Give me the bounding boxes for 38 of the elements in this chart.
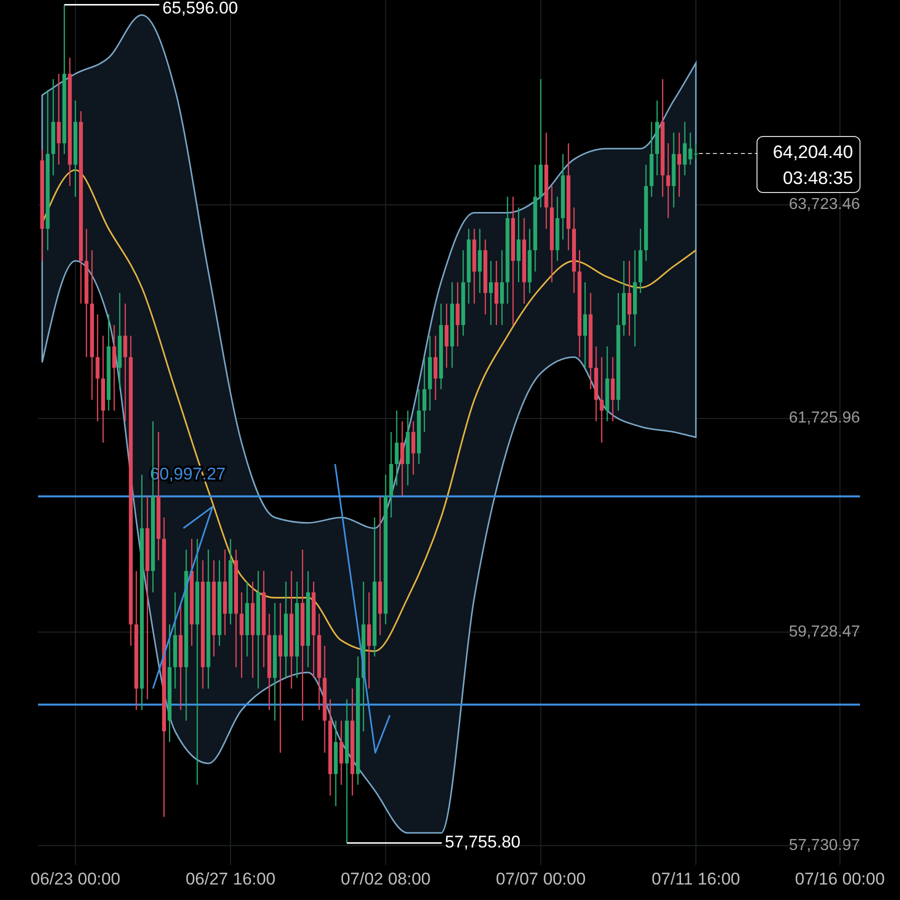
candlestick: [456, 282, 460, 348]
candlestick: [494, 260, 498, 326]
candlestick: [500, 250, 504, 326]
x-tick-label: 07/07 00:00: [496, 869, 586, 888]
candlestick: [627, 260, 632, 336]
x-tick-label: 06/27 16:00: [186, 869, 276, 888]
candlestick: [339, 720, 344, 786]
candlestick: [394, 410, 399, 486]
candlestick: [444, 303, 449, 368]
candlestick: [422, 356, 426, 433]
candlestick: [112, 324, 116, 412]
candlestick: [516, 206, 521, 283]
candlestick: [583, 282, 588, 368]
candlestick: [478, 228, 482, 294]
annotation: 65,596.00: [162, 0, 238, 18]
annotation: 57,755.80: [444, 832, 520, 852]
y-tick-label: 61,725.96: [788, 410, 860, 427]
candlestick: [123, 303, 128, 422]
candlestick: [96, 314, 100, 422]
candlestick: [56, 73, 61, 166]
y-tick-label: 57,730.97: [788, 836, 860, 854]
candlestick: [666, 142, 670, 219]
x-tick-label: 07/16 00:00: [795, 869, 885, 888]
x-tick-label: 06/23 00:00: [30, 869, 120, 888]
annotation: 03:48:35: [782, 168, 853, 188]
y-tick-label: 63,723.46: [788, 196, 860, 214]
candlestick: [240, 592, 244, 678]
x-tick-label: 07/02 08:00: [340, 869, 431, 888]
candlestick: [400, 420, 404, 497]
candlestick: [434, 335, 438, 400]
ref-line-label: 64,204.40: [772, 142, 853, 162]
y-tick-label: 59,728.47: [788, 623, 860, 640]
x-tick-label: 07/11 16:00: [652, 869, 740, 888]
candlestick: [367, 592, 371, 690]
candlestick: [278, 602, 282, 754]
candlestick: [488, 260, 493, 326]
candlestick: [610, 356, 615, 422]
candlestick: [411, 420, 416, 476]
